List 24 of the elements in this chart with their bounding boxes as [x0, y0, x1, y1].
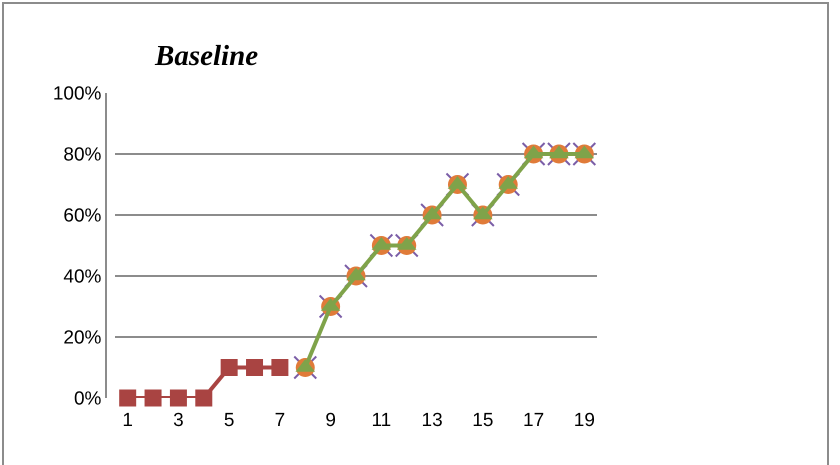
x-tick-label: 13: [422, 410, 443, 431]
y-tick-label: 60%: [63, 206, 102, 227]
x-tick-label: 1: [122, 410, 133, 431]
y-tick-label: 100%: [52, 84, 102, 105]
y-tick-label: 0%: [74, 388, 102, 410]
point: [144, 390, 162, 406]
point: [220, 359, 238, 376]
x-tick-label: 11: [372, 410, 392, 431]
point: [119, 390, 136, 406]
y-tick-label: 20%: [63, 328, 102, 349]
point: [246, 359, 264, 376]
point: [170, 390, 187, 406]
x-tick-label: 17: [523, 410, 544, 431]
x-tick-label: 7: [274, 410, 286, 431]
x-tick-label: 9: [325, 410, 336, 431]
point: [271, 359, 288, 376]
x-tick-label: 5: [224, 410, 234, 431]
x-tick-label: 15: [472, 410, 494, 431]
y-tick-label: 80%: [63, 144, 102, 166]
y-tick-label: 40%: [63, 266, 102, 288]
point: [195, 390, 212, 406]
x-tick-label: 19: [574, 410, 595, 431]
chart-title: Baseline: [154, 40, 258, 72]
x-tick-label: 3: [173, 410, 184, 431]
